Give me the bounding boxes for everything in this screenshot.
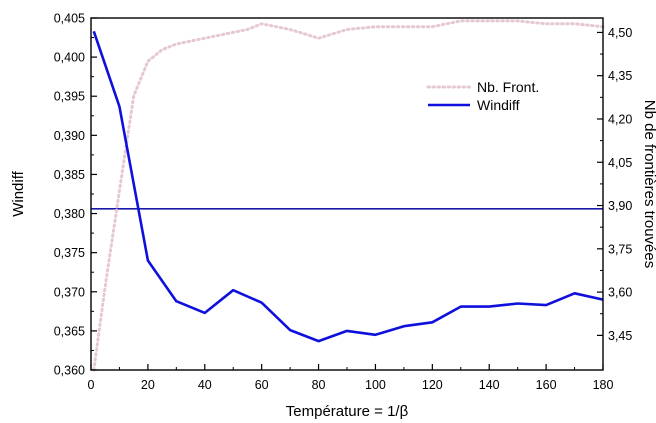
- legend-label: Windiff: [477, 97, 520, 113]
- y-tick-label: 0,405: [54, 12, 85, 26]
- y2-axis-title: Nb de frontières trouvées: [641, 100, 656, 268]
- y2-tick-label: 4,05: [608, 156, 632, 170]
- y2-tick-label: 3,45: [608, 329, 632, 343]
- y-tick-label: 0,380: [54, 207, 85, 221]
- y-axis-title: Windiff: [10, 170, 27, 216]
- y2-tick-label: 3,60: [608, 286, 632, 300]
- x-tick-label: 180: [593, 378, 614, 392]
- y-tick-label: 0,400: [54, 51, 85, 65]
- x-tick-label: 80: [312, 378, 326, 392]
- series-layer: [92, 19, 605, 372]
- y-tick-label: 0,370: [54, 285, 85, 299]
- x-tick-label: 160: [536, 378, 557, 392]
- x-tick-label: 60: [255, 378, 269, 392]
- y-tick-label: 0,385: [54, 168, 85, 182]
- y-tick-label: 0,395: [54, 90, 85, 104]
- y-tick-label: 0,390: [54, 129, 85, 143]
- y2-tick-label: 4,50: [608, 26, 632, 40]
- series-line-nb-front: [92, 19, 605, 372]
- x-tick-label: 140: [479, 378, 500, 392]
- plot-frame: [90, 17, 604, 371]
- y2-tick-label: 3,90: [608, 199, 632, 213]
- x-tick-label: 120: [422, 378, 443, 392]
- x-axis-title: Température = 1/β: [286, 403, 409, 420]
- y2-tick-label: 4,35: [608, 69, 632, 83]
- y-tick-label: 0,375: [54, 246, 85, 260]
- x-tick-label: 100: [365, 378, 386, 392]
- axes-layer: 0 20 40 60 80 100 120 140 160 180 0,360 0,365 0,370 0…: [54, 12, 633, 393]
- x-tick-label: 20: [141, 378, 155, 392]
- series-line-windiff: [92, 30, 604, 343]
- y-tick-label: 0,365: [54, 324, 85, 338]
- legend: Nb. Front. Windiff: [426, 79, 539, 113]
- y-tick-label: 0,360: [54, 364, 85, 378]
- axis-titles: Température = 1/β Windiff Nb de frontièr…: [10, 100, 656, 420]
- y2-tick-label: 3,75: [608, 242, 632, 256]
- x-tick-label: 0: [88, 378, 95, 392]
- x-tick-label: 40: [198, 378, 212, 392]
- legend-label: Nb. Front.: [477, 79, 539, 95]
- y2-tick-label: 4,20: [608, 112, 632, 126]
